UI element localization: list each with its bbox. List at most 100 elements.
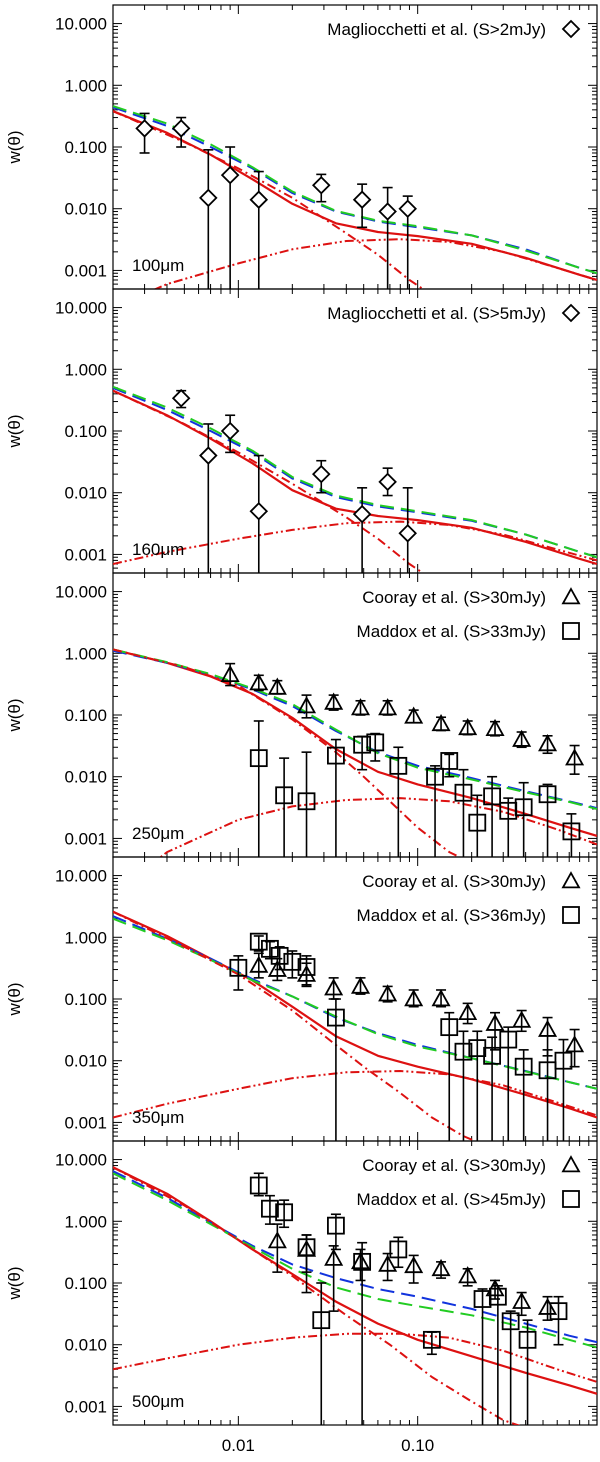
diamond-marker: [311, 175, 331, 195]
y-tick-label: 0.100: [64, 1274, 107, 1293]
y-tick-label: 1.000: [64, 360, 107, 379]
triangle-marker: [267, 1231, 287, 1249]
triangle-marker: [220, 664, 240, 682]
model-curve-2-halo-term: [113, 520, 597, 565]
square-marker: [554, 1051, 573, 1070]
square-marker: [499, 1030, 518, 1049]
square-marker: [366, 733, 385, 752]
x-tick-label: 0.01: [222, 1436, 255, 1455]
panel-500um: 0.001 0.010 0.100 1.000 10.000 w(θ) Cooray et …: [5, 1140, 598, 1455]
y-tick-label: 10.000: [55, 583, 107, 602]
wavelength-label: 100μm: [132, 256, 184, 275]
triangle-marker: [267, 677, 287, 695]
triangle-marker: [350, 698, 371, 716]
y-tick-label: 0.001: [64, 261, 107, 280]
triangle-marker: [378, 1254, 398, 1272]
square-marker: [488, 1287, 507, 1306]
y-tick-label: 0.001: [64, 1397, 107, 1416]
plot-area: [113, 1166, 597, 1425]
model-curve-blue-model: [113, 1170, 597, 1344]
square-marker: [454, 1042, 473, 1061]
triangle-marker: [458, 717, 478, 736]
triangle-marker: [458, 1002, 478, 1020]
y-tick-label: 0.100: [64, 706, 107, 725]
square-marker: [538, 1061, 557, 1080]
wavelength-label: 160μm: [132, 540, 184, 559]
y-axis-label: w(θ): [5, 130, 24, 164]
model-curve-total: [113, 648, 597, 837]
y-tick-label: 1.000: [64, 928, 107, 947]
plot-area: [113, 105, 597, 289]
plot-area: [113, 385, 597, 573]
legend-label: Cooray et al. (S>30mJy): [362, 588, 546, 607]
diamond-marker: [378, 472, 397, 492]
triangle-marker: [565, 748, 585, 766]
triangle-marker: [378, 984, 398, 1002]
square-marker: [275, 1203, 294, 1222]
triangle-marker: [538, 1297, 558, 1315]
y-tick-label: 10.000: [55, 1151, 107, 1170]
square-marker: [483, 1046, 501, 1065]
triangle-marker: [324, 692, 344, 710]
legend-label: Maddox et al. (S>45mJy): [357, 1190, 546, 1209]
diamond-marker: [171, 119, 191, 138]
model-curve-total: [113, 910, 597, 1119]
square-marker: [562, 906, 580, 924]
triangle-marker: [561, 1155, 581, 1173]
triangle-marker: [538, 1019, 558, 1037]
triangle-marker: [512, 1291, 532, 1309]
square-marker: [389, 756, 408, 775]
diamond-marker: [199, 188, 218, 208]
panel-100um: 0.001 0.010 0.100 1.000 10.000 w(θ) Magliocche…: [5, 4, 598, 290]
square-marker: [327, 746, 345, 765]
model-curve-1-halo-term: [113, 389, 425, 573]
model-curve-total: [113, 389, 597, 566]
triangle-marker: [324, 1248, 344, 1266]
y-axis-label: w(θ): [5, 414, 24, 448]
y-tick-label: 0.100: [64, 138, 107, 157]
triangle-marker: [249, 673, 269, 691]
diamond-marker: [220, 165, 240, 185]
square-marker: [538, 785, 557, 804]
model-curve-2-halo-term: [113, 1332, 597, 1383]
diamond-marker: [352, 190, 372, 209]
square-marker: [283, 952, 302, 971]
model-curve-1-halo-term: [113, 648, 462, 857]
axes-frame: [112, 1140, 598, 1426]
square-marker: [440, 752, 459, 770]
square-marker: [327, 1008, 345, 1027]
y-tick-label: 1.000: [64, 76, 107, 95]
legend-label: Maddox et al. (S>33mJy): [357, 622, 546, 641]
square-marker: [440, 1018, 459, 1037]
model-curve-green-model: [113, 1172, 597, 1349]
diamond-marker: [199, 446, 218, 465]
wavelength-label: 500μm: [132, 1392, 184, 1411]
diamond-marker: [135, 119, 154, 138]
diamond-marker: [249, 190, 269, 209]
model-curve-green-model: [113, 105, 597, 275]
square-marker: [468, 813, 487, 832]
y-tick-label: 0.100: [64, 422, 107, 441]
square-marker: [426, 767, 444, 786]
y-tick-label: 1.000: [64, 644, 107, 663]
plot-area: [113, 648, 597, 857]
triangle-marker: [404, 1255, 424, 1274]
triangle-marker: [404, 706, 424, 724]
panel-160um: 0.001 0.010 0.100 1.000 10.000 w(θ) Magliocche…: [5, 288, 598, 574]
square-marker: [270, 946, 289, 965]
legend-label: Maddox et al. (S>36mJy): [357, 906, 546, 925]
diamond-marker: [311, 464, 331, 484]
square-marker: [297, 1238, 316, 1257]
y-tick-label: 0.010: [64, 1052, 107, 1071]
triangle-marker: [561, 871, 581, 889]
square-marker: [562, 1190, 580, 1208]
triangle-marker: [267, 959, 287, 977]
square-marker: [353, 735, 372, 754]
triangle-marker: [378, 698, 398, 716]
square-marker: [514, 798, 533, 817]
diamond-marker: [352, 504, 372, 524]
triangle-marker: [350, 1252, 371, 1270]
model-curve-1-halo-term: [113, 110, 425, 289]
diamond-marker: [171, 388, 191, 408]
diamond-marker: [378, 202, 397, 221]
